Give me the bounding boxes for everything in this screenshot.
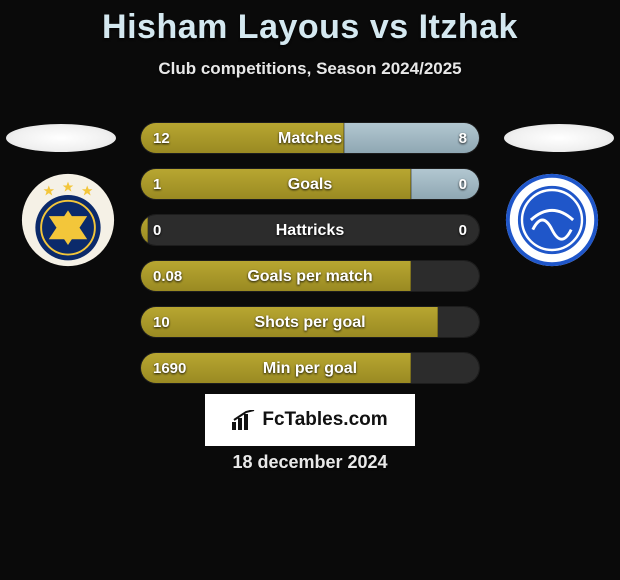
player1-name: Hisham Layous [102,8,360,46]
stat-value-right: 8 [459,123,467,154]
comparison-card: Hisham Layous vs Itzhak Club competition… [0,0,620,580]
player1-photo [6,124,116,152]
stat-label: Goals [141,169,479,200]
vs-label: vs [370,8,409,46]
stat-value-left: 10 [153,307,170,338]
player2-photo [504,124,614,152]
stat-value-left: 1690 [153,353,186,384]
watermark: FcTables.com [205,394,415,446]
player1-club-crest [20,172,116,268]
date-label: 18 december 2024 [0,452,620,473]
stat-value-right: 0 [459,215,467,246]
stat-label: Min per goal [141,353,479,384]
stat-label: Hattricks [141,215,479,246]
page-title: Hisham Layous vs Itzhak [0,0,620,47]
club-crest-left-icon [20,172,116,268]
stat-value-left: 12 [153,123,170,154]
stat-value-left: 0.08 [153,261,182,292]
watermark-text: FcTables.com [262,409,387,431]
stat-row: Shots per goal10 [140,306,480,338]
stat-row: Matches12 8 [140,122,480,154]
stat-row: Hattricks0 0 [140,214,480,246]
chart-icon [232,410,256,430]
stat-row: Goals per match0.08 [140,260,480,292]
club-crest-right-icon [504,172,600,268]
stats-panel: Matches128Goals10Hattricks00Goals per ma… [140,122,480,398]
stat-row: Goals1 0 [140,168,480,200]
subtitle: Club competitions, Season 2024/2025 [0,59,620,79]
stat-label: Matches [141,123,479,154]
stat-label: Goals per match [141,261,479,292]
stat-value-right: 0 [459,169,467,200]
player2-name: Itzhak [419,8,518,46]
stat-row: Min per goal1690 [140,352,480,384]
stat-value-left: 0 [153,215,161,246]
stat-label: Shots per goal [141,307,479,338]
player2-club-crest [504,172,600,268]
stat-value-left: 1 [153,169,161,200]
